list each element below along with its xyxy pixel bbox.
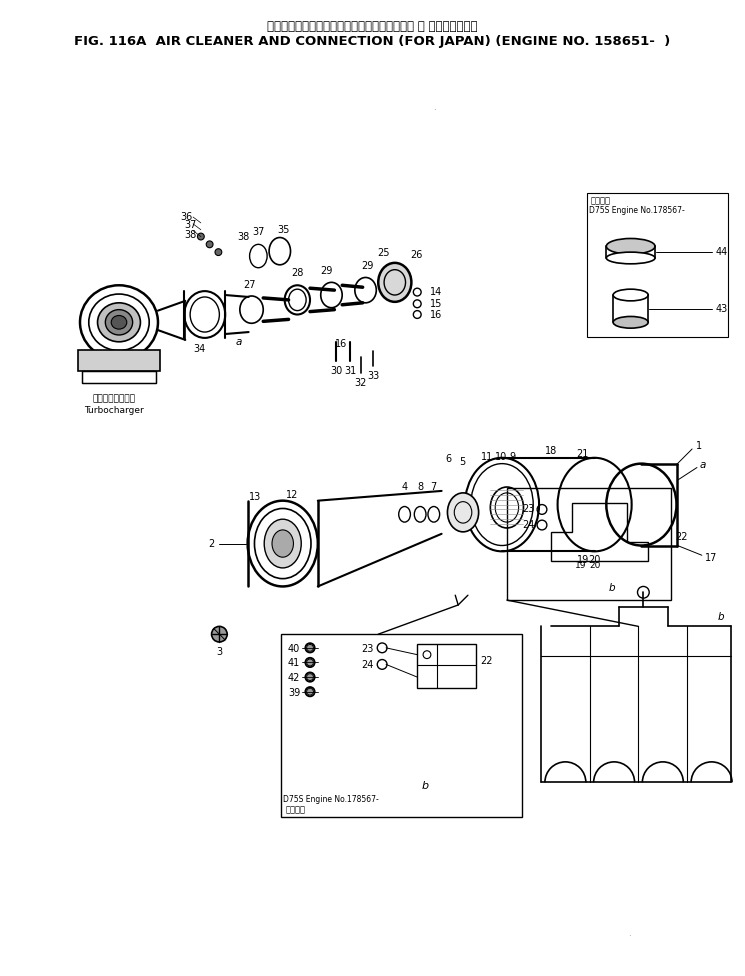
Circle shape: [305, 658, 315, 668]
Text: 38: 38: [185, 229, 197, 239]
Text: b: b: [609, 584, 615, 593]
Text: 30: 30: [330, 366, 343, 376]
Text: 1: 1: [696, 441, 702, 451]
Text: 16: 16: [430, 309, 442, 319]
Circle shape: [307, 659, 314, 666]
Text: ターボチャージャ: ターボチャージャ: [92, 394, 136, 403]
Text: 20: 20: [589, 555, 600, 565]
Text: 42: 42: [288, 673, 300, 683]
Text: Turbocharger: Turbocharger: [84, 405, 144, 415]
Bar: [507, 488, 670, 600]
Text: FIG. 116A  AIR CLEANER AND CONNECTION (FOR JAPAN) (ENGINE NO. 158651-  ): FIG. 116A AIR CLEANER AND CONNECTION (FO…: [74, 35, 670, 48]
Text: 12: 12: [286, 490, 299, 500]
Bar: [587, 192, 728, 337]
Text: 44: 44: [715, 247, 728, 257]
Text: 15: 15: [430, 299, 443, 308]
Ellipse shape: [98, 303, 140, 342]
Text: 5: 5: [459, 457, 465, 467]
Text: 29: 29: [361, 261, 374, 270]
Text: 19: 19: [575, 561, 587, 571]
Text: a: a: [235, 337, 242, 346]
Text: 29: 29: [320, 265, 333, 275]
Bar: [281, 634, 522, 818]
Bar: [78, 349, 160, 371]
Circle shape: [212, 627, 227, 642]
Text: 21: 21: [577, 449, 589, 459]
Text: 24: 24: [361, 661, 373, 671]
Text: 34: 34: [194, 344, 206, 353]
Circle shape: [305, 672, 315, 682]
Ellipse shape: [111, 315, 127, 329]
Text: 17: 17: [705, 553, 717, 563]
Text: 22: 22: [481, 657, 493, 667]
Ellipse shape: [606, 238, 655, 254]
Text: 33: 33: [367, 371, 379, 381]
Ellipse shape: [272, 530, 294, 557]
Text: D75S Engine No.178567-: D75S Engine No.178567-: [589, 206, 685, 215]
Ellipse shape: [613, 316, 648, 328]
Circle shape: [307, 673, 314, 680]
Circle shape: [307, 688, 314, 695]
Text: .: .: [628, 929, 630, 938]
Ellipse shape: [105, 309, 133, 335]
Text: 38: 38: [238, 231, 250, 241]
Text: 24: 24: [522, 520, 535, 530]
Text: 10: 10: [495, 452, 507, 462]
Text: 25: 25: [377, 248, 390, 258]
Text: 11: 11: [481, 452, 493, 462]
Text: a: a: [700, 460, 706, 469]
Text: 6: 6: [446, 454, 451, 464]
Text: b: b: [718, 612, 725, 622]
Text: D75S Engine No.178567-: D75S Engine No.178567-: [283, 795, 378, 804]
Text: 9: 9: [510, 452, 516, 462]
Ellipse shape: [448, 493, 478, 532]
Text: エアー　クリーナおよび　コネクション　　国 内 向　　適用号機: エアー クリーナおよび コネクション 国 内 向 適用号機: [267, 20, 478, 32]
Text: 13: 13: [250, 492, 261, 502]
Circle shape: [307, 644, 314, 651]
Text: 16: 16: [335, 339, 347, 348]
Text: 39: 39: [288, 688, 300, 698]
Text: 37: 37: [252, 226, 264, 236]
Text: 14: 14: [430, 287, 442, 297]
Circle shape: [197, 233, 204, 240]
Text: 適用号機: 適用号機: [591, 196, 611, 205]
Text: 37: 37: [185, 220, 197, 229]
Text: 8: 8: [417, 482, 423, 492]
Text: 32: 32: [355, 378, 367, 387]
Text: 22: 22: [676, 532, 688, 542]
Text: b: b: [422, 781, 428, 792]
Text: 26: 26: [410, 250, 422, 260]
Text: 23: 23: [361, 644, 373, 654]
Text: 20: 20: [589, 561, 600, 571]
Ellipse shape: [264, 519, 301, 568]
Text: 18: 18: [545, 446, 557, 456]
Text: 41: 41: [288, 659, 300, 669]
Ellipse shape: [378, 263, 411, 302]
Text: 7: 7: [431, 482, 437, 492]
Circle shape: [305, 687, 315, 697]
Text: 40: 40: [288, 644, 300, 654]
Bar: [417, 644, 476, 688]
Text: 31: 31: [344, 366, 356, 376]
Text: 43: 43: [715, 304, 728, 313]
Bar: [82, 371, 156, 383]
Text: 4: 4: [402, 482, 408, 492]
Text: 28: 28: [291, 267, 303, 277]
Text: 19: 19: [577, 555, 589, 565]
Text: 適用号機: 適用号機: [285, 805, 305, 814]
Text: 2: 2: [209, 539, 215, 549]
Circle shape: [215, 249, 222, 256]
Circle shape: [305, 643, 315, 653]
Circle shape: [206, 241, 213, 248]
Ellipse shape: [606, 252, 655, 264]
Text: 23: 23: [522, 505, 535, 514]
Text: 3: 3: [216, 647, 223, 657]
Text: .: .: [433, 102, 435, 112]
Text: 35: 35: [278, 224, 290, 234]
Text: 27: 27: [244, 280, 256, 290]
Text: 36: 36: [181, 212, 193, 223]
